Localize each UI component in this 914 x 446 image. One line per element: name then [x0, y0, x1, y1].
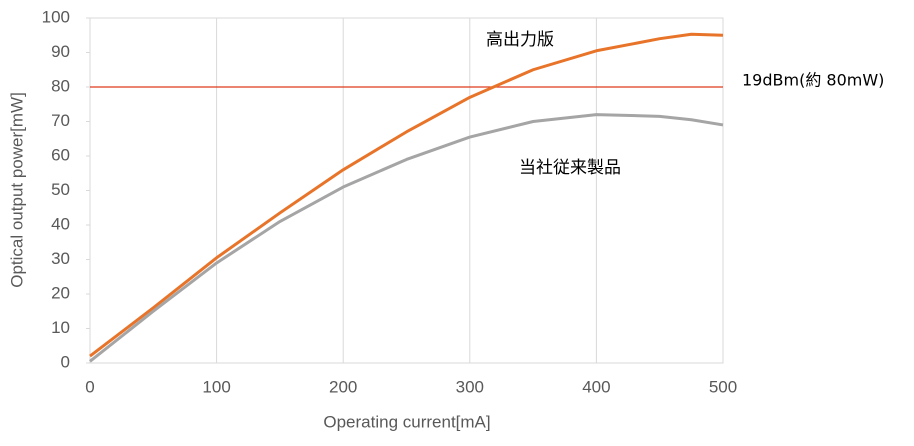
- y-tick-label: 50: [51, 180, 70, 199]
- x-tick-label: 500: [709, 377, 737, 396]
- y-tick-label: 80: [51, 76, 70, 95]
- x-tick-label: 300: [456, 377, 484, 396]
- y-tick-label: 0: [61, 352, 70, 371]
- y-tick-label: 100: [42, 7, 70, 26]
- y-tick-label: 40: [51, 214, 70, 233]
- x-tick-label: 0: [85, 377, 94, 396]
- x-tick-label: 400: [582, 377, 610, 396]
- series-label: 当社従来製品: [519, 158, 621, 178]
- x-axis-title: Operating current[mA]: [323, 412, 490, 431]
- y-tick-label: 10: [51, 318, 70, 337]
- series-line: [89, 113, 724, 363]
- series-label: 高出力版: [486, 30, 554, 50]
- y-tick-label: 70: [51, 111, 70, 130]
- y-tick-label: 90: [51, 42, 70, 61]
- y-axis-title: Optical output power[mW]: [7, 92, 26, 288]
- y-tick-label: 60: [51, 145, 70, 164]
- series-line: [89, 32, 724, 358]
- plot-area: [89, 17, 724, 364]
- reference-label: 19dBm(約 80mW): [742, 71, 884, 90]
- y-tick-label: 30: [51, 249, 70, 268]
- y-tick-label: 20: [51, 283, 70, 302]
- x-tick-label: 100: [202, 377, 230, 396]
- x-tick-label: 200: [329, 377, 357, 396]
